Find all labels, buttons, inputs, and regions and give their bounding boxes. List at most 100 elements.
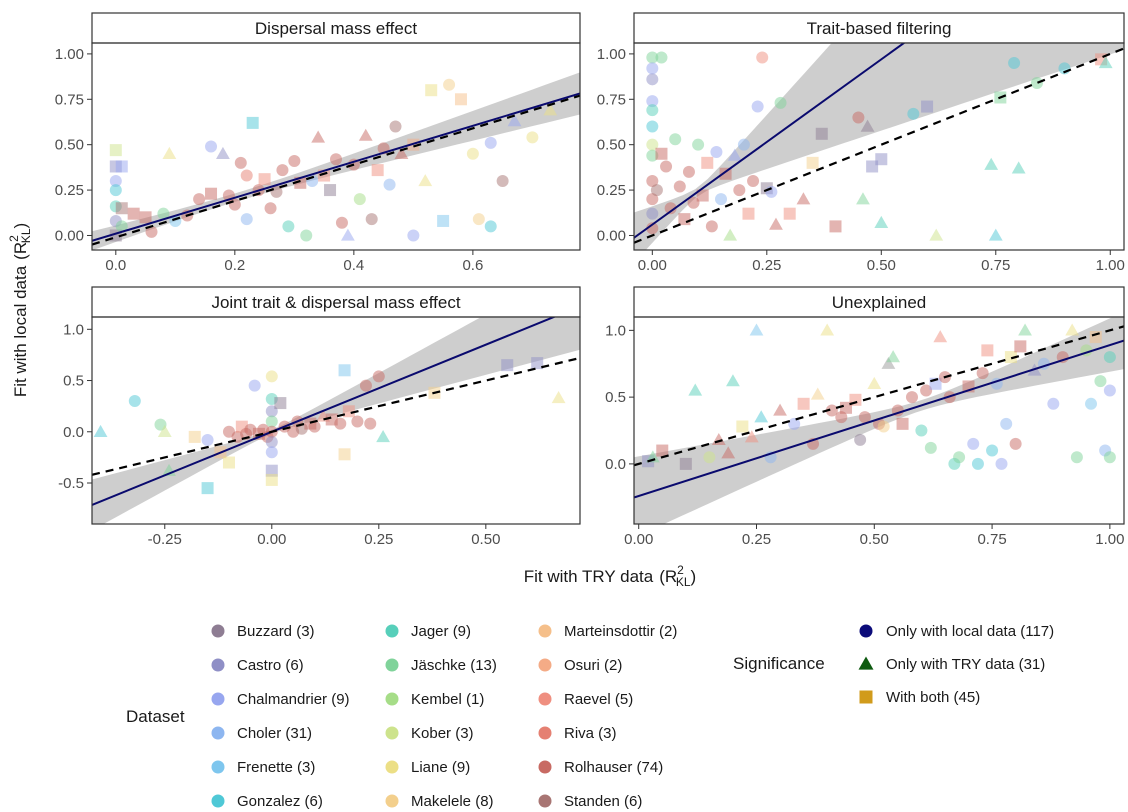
data-point <box>907 107 920 120</box>
data-point <box>783 207 796 220</box>
data-point <box>646 62 659 75</box>
data-point <box>727 148 742 161</box>
legend-label: Chalmandrier (9) <box>237 691 350 708</box>
data-point <box>496 175 509 187</box>
legend-key-square <box>859 690 873 704</box>
data-point <box>877 420 890 433</box>
x-tick-label: 0.2 <box>224 257 245 274</box>
legend-key-circle <box>538 760 552 774</box>
data-point <box>646 138 659 151</box>
data-point <box>365 213 378 226</box>
legend-entry: Only with TRY data (31) <box>858 656 1045 673</box>
regression-line <box>92 317 557 506</box>
data-point <box>756 51 769 64</box>
data-point <box>335 216 348 229</box>
data-point <box>1103 384 1116 397</box>
data-point <box>342 405 355 418</box>
data-point <box>933 330 948 343</box>
data-point <box>1018 323 1032 336</box>
data-point <box>109 144 122 157</box>
data-point <box>711 432 726 446</box>
data-point <box>1011 161 1026 174</box>
data-point <box>274 397 287 410</box>
y-tick-label: 1.00 <box>597 46 626 63</box>
panel-border <box>633 42 1125 251</box>
data-point <box>646 73 659 86</box>
data-point <box>788 417 801 430</box>
legend-entry: Choler (31) <box>211 725 312 742</box>
regression-line <box>634 339 1124 499</box>
data-point <box>466 147 479 160</box>
data-point <box>710 145 723 158</box>
legend-entry: Rolhauser (74) <box>538 759 663 776</box>
y-tick-label: 0.5 <box>63 373 84 390</box>
data-point <box>655 51 668 64</box>
legend-label: Jager (9) <box>411 623 471 640</box>
data-point <box>109 184 122 197</box>
data-point <box>703 451 716 464</box>
data-point <box>157 207 170 220</box>
data-point <box>1103 451 1116 464</box>
data-point <box>1065 323 1080 336</box>
legend-significance: Significance Only with local data (117) O… <box>733 623 1054 706</box>
legend-entry: Osuri (2) <box>538 657 622 674</box>
data-point <box>920 384 933 397</box>
legend-entry: Standen (6) <box>538 793 642 810</box>
data-point <box>905 391 918 404</box>
data-point <box>334 417 347 430</box>
x-tick-label: 0.50 <box>471 531 500 548</box>
data-point <box>881 356 896 369</box>
data-point <box>407 229 420 242</box>
legend-label: Only with local data (117) <box>886 623 1054 640</box>
y-tick-label: 0.00 <box>597 227 626 244</box>
data-point <box>886 350 901 363</box>
data-point <box>696 189 709 202</box>
data-point <box>443 78 456 91</box>
data-point <box>1070 451 1083 464</box>
data-point <box>145 225 158 238</box>
data-point <box>679 457 692 470</box>
data-point <box>139 211 152 224</box>
legend-key-circle <box>385 726 399 740</box>
legend-entry: Riva (3) <box>538 725 617 742</box>
panel-border <box>91 42 581 251</box>
data-point <box>981 344 994 357</box>
data-point <box>531 357 544 370</box>
data-point <box>389 120 402 133</box>
data-point <box>1098 56 1113 69</box>
data-point <box>749 323 764 336</box>
data-point <box>353 193 366 206</box>
data-point <box>774 96 787 109</box>
x-tick-label: 0.25 <box>364 531 393 548</box>
data-point <box>655 147 668 160</box>
legend-label: Castro (6) <box>237 657 304 674</box>
data-point <box>418 174 433 187</box>
panel-strip <box>633 286 1125 318</box>
data-point <box>359 379 372 392</box>
legend-entry: Jäschke (13) <box>385 657 497 674</box>
legend-key-circle <box>211 624 225 638</box>
data-point <box>646 95 659 108</box>
data-point <box>115 220 128 233</box>
data-point <box>300 229 313 242</box>
data-point <box>971 457 984 470</box>
legend-key-triangle <box>858 656 874 670</box>
x-tick-label: 1.00 <box>1096 257 1125 274</box>
x-tick-label: -0.25 <box>148 531 182 548</box>
data-point <box>915 424 928 437</box>
data-point <box>984 157 999 170</box>
data-point <box>1030 76 1043 89</box>
data-point <box>820 323 835 336</box>
data-point <box>705 220 718 233</box>
y-tick-label: 0.50 <box>597 137 626 154</box>
y-tick-label: 0.75 <box>597 91 626 108</box>
y-tick-label: 0.75 <box>55 91 84 108</box>
data-point <box>769 217 783 230</box>
legend-label: Choler (31) <box>237 725 312 742</box>
legend-label: Liane (9) <box>411 759 470 776</box>
data-point <box>721 446 736 459</box>
data-point <box>454 93 467 106</box>
legend-entry: Castro (6) <box>211 657 304 674</box>
data-point <box>472 213 485 226</box>
